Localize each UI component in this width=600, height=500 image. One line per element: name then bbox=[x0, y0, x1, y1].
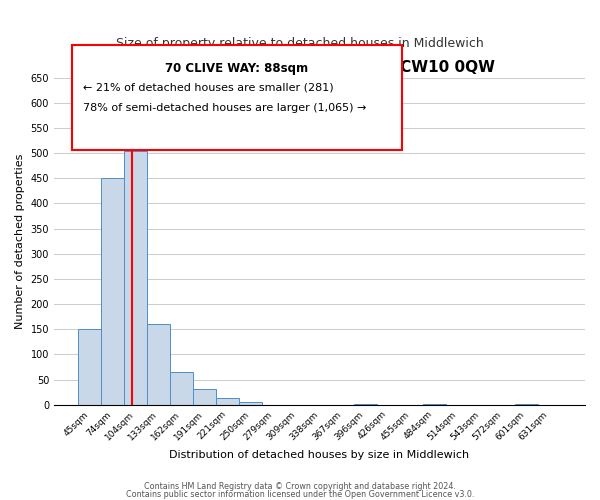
Text: ← 21% of detached houses are smaller (281): ← 21% of detached houses are smaller (28… bbox=[83, 82, 334, 92]
Bar bbox=[193, 388, 216, 404]
Text: Size of property relative to detached houses in Middlewich: Size of property relative to detached ho… bbox=[116, 38, 484, 51]
Y-axis label: Number of detached properties: Number of detached properties bbox=[15, 154, 25, 329]
Bar bbox=[124, 150, 147, 404]
Title: 70, CLIVE WAY, MIDDLEWICH, CW10 0QW: 70, CLIVE WAY, MIDDLEWICH, CW10 0QW bbox=[145, 60, 494, 75]
Text: Contains public sector information licensed under the Open Government Licence v3: Contains public sector information licen… bbox=[126, 490, 474, 499]
Bar bbox=[101, 178, 124, 404]
Bar bbox=[78, 329, 101, 404]
Text: 70 CLIVE WAY: 88sqm: 70 CLIVE WAY: 88sqm bbox=[166, 62, 308, 74]
Text: 78% of semi-detached houses are larger (1,065) →: 78% of semi-detached houses are larger (… bbox=[83, 102, 366, 113]
Bar bbox=[216, 398, 239, 404]
Bar bbox=[147, 324, 170, 404]
Bar bbox=[239, 402, 262, 404]
Text: Contains HM Land Registry data © Crown copyright and database right 2024.: Contains HM Land Registry data © Crown c… bbox=[144, 482, 456, 491]
Bar bbox=[170, 372, 193, 404]
X-axis label: Distribution of detached houses by size in Middlewich: Distribution of detached houses by size … bbox=[169, 450, 470, 460]
